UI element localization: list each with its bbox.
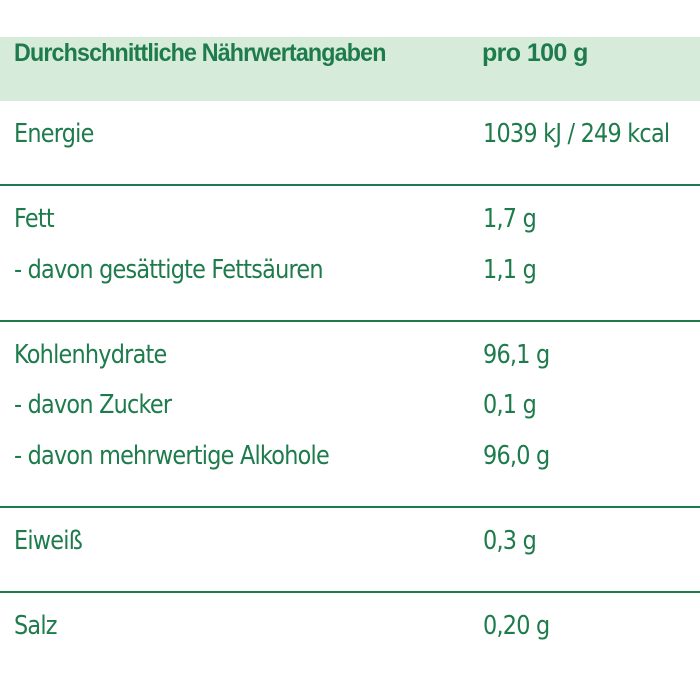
row-mehrwertige-alkohole: - davon mehrwertige Alkohole 96,0 g xyxy=(0,440,700,480)
row-label: Eiweiß xyxy=(14,526,83,556)
row-value: 1039 kJ / 249 kcal xyxy=(483,119,670,149)
row-label: - davon mehrwertige Alkohole xyxy=(14,441,330,471)
divider xyxy=(0,591,700,593)
row-zucker: - davon Zucker 0,1 g xyxy=(0,389,700,429)
divider xyxy=(0,320,700,322)
row-fett: Fett 1,7 g xyxy=(0,203,700,243)
divider xyxy=(0,506,700,508)
row-value: 96,1 g xyxy=(483,340,550,370)
row-label: Energie xyxy=(14,119,94,149)
row-label: Kohlenhydrate xyxy=(14,340,167,370)
row-energie: Energie 1039 kJ / 249 kcal xyxy=(0,118,700,158)
row-value: 96,0 g xyxy=(483,441,550,471)
row-label: Salz xyxy=(14,611,58,641)
row-value: 0,1 g xyxy=(483,390,537,420)
table-header: Durchschnittliche Nährwertangaben pro 10… xyxy=(0,37,700,101)
row-value: 1,7 g xyxy=(483,204,537,234)
row-salz: Salz 0,20 g xyxy=(0,610,700,650)
header-label: Durchschnittliche Nährwertangaben xyxy=(14,39,386,67)
row-kohlenhydrate: Kohlenhydrate 96,1 g xyxy=(0,339,700,379)
row-eiweiss: Eiweiß 0,3 g xyxy=(0,525,700,565)
row-value: 0,3 g xyxy=(483,526,537,556)
row-value: 1,1 g xyxy=(483,255,537,285)
row-value: 0,20 g xyxy=(483,611,550,641)
row-label: Fett xyxy=(14,204,55,234)
row-label: - davon gesättigte Fettsäuren xyxy=(14,255,324,285)
header-value: pro 100 g xyxy=(482,39,588,67)
row-label: - davon Zucker xyxy=(14,390,172,420)
divider xyxy=(0,184,700,186)
row-gesaettigte-fettsaeuren: - davon gesättigte Fettsäuren 1,1 g xyxy=(0,254,700,294)
